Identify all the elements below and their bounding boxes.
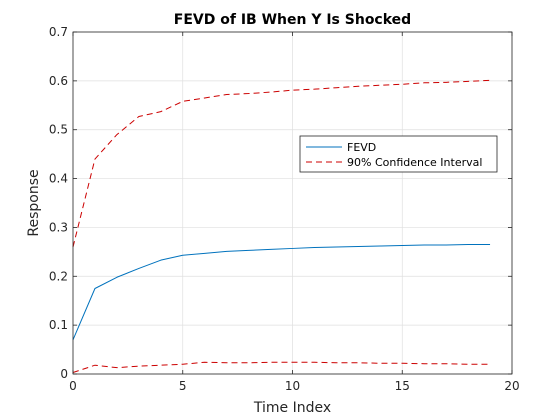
legend-label-fevd: FEVD: [347, 141, 376, 154]
y-tick-label: 0.6: [49, 74, 68, 88]
x-tick-label: 0: [69, 379, 77, 393]
y-axis-label: Response: [26, 169, 42, 236]
x-tick-label: 20: [504, 379, 519, 393]
y-tick-label: 0.4: [49, 172, 68, 186]
chart-title: FEVD of IB When Y Is Shocked: [174, 12, 411, 28]
legend-label-confidence-interval: 90% Confidence Interval: [347, 156, 482, 169]
series-ci-upper-line: [72, 79, 491, 248]
y-tick-label: 0.5: [49, 123, 68, 137]
y-tick-label: 0.7: [49, 25, 68, 39]
x-axis-label: Time Index: [253, 400, 331, 416]
y-tick-label: 0.3: [49, 220, 68, 234]
axis-ticks: 0 5 10 15 20 0 0.1 0.2 0.3 0.4 0.5 0.6 0.7: [49, 25, 520, 393]
x-tick-label: 10: [285, 379, 300, 393]
series-ci-lower-line: [72, 361, 491, 374]
y-tick-label: 0.1: [49, 318, 68, 332]
x-tick-label: 5: [179, 379, 187, 393]
legend-box: [299, 135, 498, 173]
series-fevd-line: [72, 244, 491, 340]
x-tick-label: 15: [395, 379, 410, 393]
y-tick-label: 0: [60, 367, 68, 381]
y-tick-label: 0.2: [49, 269, 68, 283]
series-lines: [72, 79, 491, 374]
legend: FEVD 90% Confidence Interval: [299, 135, 498, 173]
